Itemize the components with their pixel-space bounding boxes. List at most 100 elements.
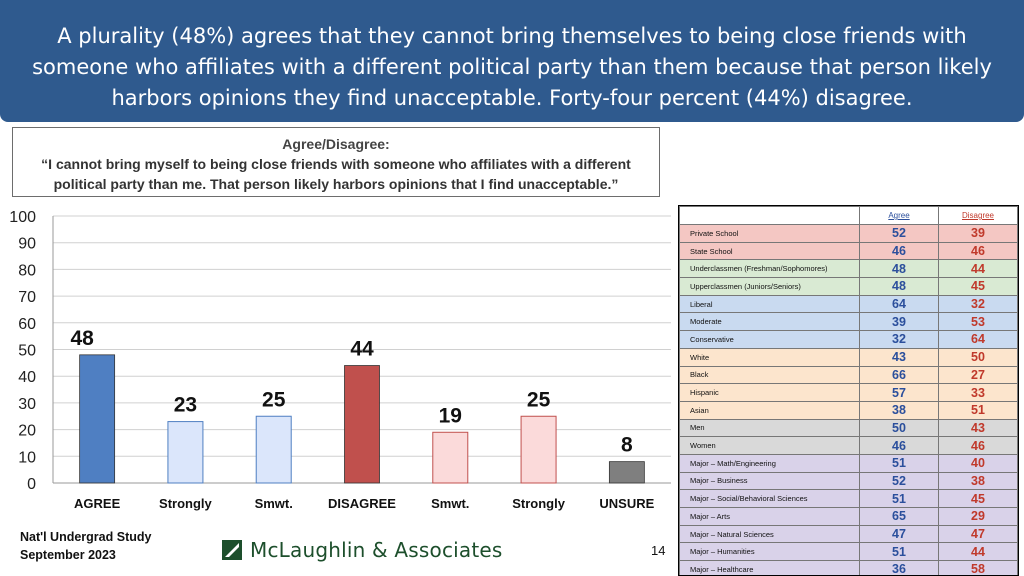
- row-agree-value: 48: [859, 259, 939, 279]
- row-label: Underclassmen (Freshman/Sophomores): [679, 259, 860, 279]
- row-label: Upperclassmen (Juniors/Seniors): [679, 277, 860, 296]
- table-row: Major – Healthcare 36 58: [679, 560, 1018, 575]
- table-row: Private School 52 39: [679, 224, 1018, 243]
- table-row: White 43 50: [679, 347, 1018, 367]
- row-disagree-value: 45: [938, 489, 1018, 508]
- row-disagree-value: 32: [938, 294, 1018, 314]
- row-agree-value: 38: [859, 400, 939, 420]
- company-logo: McLaughlin & Associates: [222, 536, 503, 564]
- row-disagree-value: 45: [938, 277, 1018, 296]
- row-agree-value: 46: [859, 241, 939, 261]
- row-disagree-value: 43: [938, 418, 1018, 438]
- x-tick-label: DISAGREE: [328, 496, 396, 511]
- data-label: 19: [439, 404, 462, 427]
- logo-mark-icon: [222, 540, 242, 560]
- row-disagree-value: 29: [938, 507, 1018, 526]
- crosstab-table: Agree Disagree Private School 52 39 State S…: [678, 205, 1019, 576]
- row-label: Liberal: [679, 294, 860, 314]
- bar-3: [344, 365, 380, 484]
- y-tick-label: 20: [18, 423, 36, 440]
- table-row: Women 46 46: [679, 436, 1018, 455]
- row-label: Women: [679, 436, 860, 455]
- row-label: Major – Business: [679, 471, 860, 491]
- table-row: Asian 38 51: [679, 400, 1018, 420]
- table-header-agree: Agree: [859, 206, 939, 225]
- bar-4: [432, 431, 469, 484]
- row-agree-value: 32: [859, 330, 939, 349]
- x-tick-label: UNSURE: [599, 496, 654, 511]
- row-label: Major – Arts: [679, 507, 860, 526]
- table-row: Underclassmen (Freshman/Sophomores) 48 44: [679, 259, 1018, 279]
- table-row: Upperclassmen (Juniors/Seniors) 48 45: [679, 277, 1018, 296]
- row-agree-value: 57: [859, 383, 939, 402]
- table-row: Black 66 27: [679, 365, 1018, 385]
- logo-text: McLaughlin & Associates: [250, 538, 503, 562]
- table-row: Major – Business 52 38: [679, 471, 1018, 491]
- row-disagree-value: 44: [938, 542, 1018, 562]
- row-agree-value: 51: [859, 489, 939, 508]
- x-tick-label: Smwt.: [431, 496, 469, 511]
- y-tick-label: 90: [18, 236, 36, 253]
- row-disagree-value: 39: [938, 224, 1018, 243]
- y-tick-label: 50: [18, 343, 36, 360]
- row-agree-value: 39: [859, 312, 939, 332]
- row-agree-value: 43: [859, 347, 939, 367]
- row-disagree-value: 38: [938, 471, 1018, 491]
- row-agree-value: 66: [859, 365, 939, 385]
- row-disagree-value: 64: [938, 330, 1018, 349]
- row-label: Major – Natural Sciences: [679, 524, 860, 544]
- row-agree-value: 52: [859, 471, 939, 491]
- question-label: Agree/Disagree:: [282, 136, 390, 152]
- row-disagree-value: 51: [938, 400, 1018, 420]
- table-row: Liberal 64 32: [679, 294, 1018, 314]
- data-label: 25: [262, 388, 286, 411]
- row-label: Private School: [679, 224, 860, 243]
- row-agree-value: 65: [859, 507, 939, 526]
- bar-chart: 0 10 20 30 40 50 60 70 80 90 100 48 AGREE 23 Strongly 2…: [9, 209, 671, 511]
- row-agree-value: 52: [859, 224, 939, 243]
- table-header-blank: [679, 206, 860, 225]
- row-agree-value: 51: [859, 542, 939, 562]
- row-agree-value: 47: [859, 524, 939, 544]
- data-label: 48: [70, 327, 94, 350]
- row-label: White: [679, 347, 860, 367]
- table-row: Major – Arts 65 29: [679, 507, 1018, 526]
- study-name: Nat'l Undergrad Study: [20, 530, 152, 544]
- row-label: Major – Humanities: [679, 542, 860, 562]
- x-tick-label: AGREE: [74, 496, 121, 511]
- question-text: “I cannot bring myself to being close fr…: [41, 156, 631, 192]
- row-label: Black: [679, 365, 860, 385]
- row-label: Major – Social/Behavioral Sciences: [679, 489, 860, 508]
- row-label: Major – Math/Engineering: [679, 453, 860, 473]
- table-row: Men 50 43: [679, 418, 1018, 438]
- table-row: Moderate 39 53: [679, 312, 1018, 332]
- y-tick-label: 10: [18, 449, 36, 466]
- table-row: Major – Social/Behavioral Sciences 51 45: [679, 489, 1018, 508]
- row-agree-value: 46: [859, 436, 939, 455]
- row-agree-value: 50: [859, 418, 939, 438]
- bar-6: [608, 461, 645, 484]
- data-label: 23: [174, 394, 197, 417]
- row-label: State School: [679, 241, 860, 261]
- slide-title: A plurality (48%) agrees that they canno…: [32, 24, 992, 110]
- table-row: Hispanic 57 33: [679, 383, 1018, 402]
- y-tick-label: 0: [27, 476, 36, 493]
- table-row: State School 46 46: [679, 241, 1018, 261]
- row-agree-value: 64: [859, 294, 939, 314]
- row-disagree-value: 46: [938, 241, 1018, 261]
- x-tick-label: Strongly: [159, 496, 212, 511]
- row-label: Conservative: [679, 330, 860, 349]
- y-tick-label: 100: [9, 209, 36, 226]
- row-label: Moderate: [679, 312, 860, 332]
- study-date: September 2023: [20, 548, 116, 562]
- y-tick-label: 60: [18, 316, 36, 333]
- bar-2: [255, 415, 292, 484]
- row-disagree-value: 40: [938, 453, 1018, 473]
- data-label: 44: [350, 338, 374, 361]
- page-number: 14: [651, 543, 666, 558]
- table-header-row: Agree Disagree: [679, 206, 1018, 225]
- question-box: Agree/Disagree: “I cannot bring myself t…: [12, 127, 660, 197]
- table-row: Major – Humanities 51 44: [679, 542, 1018, 562]
- row-disagree-value: 50: [938, 347, 1018, 367]
- y-tick-label: 40: [18, 369, 36, 386]
